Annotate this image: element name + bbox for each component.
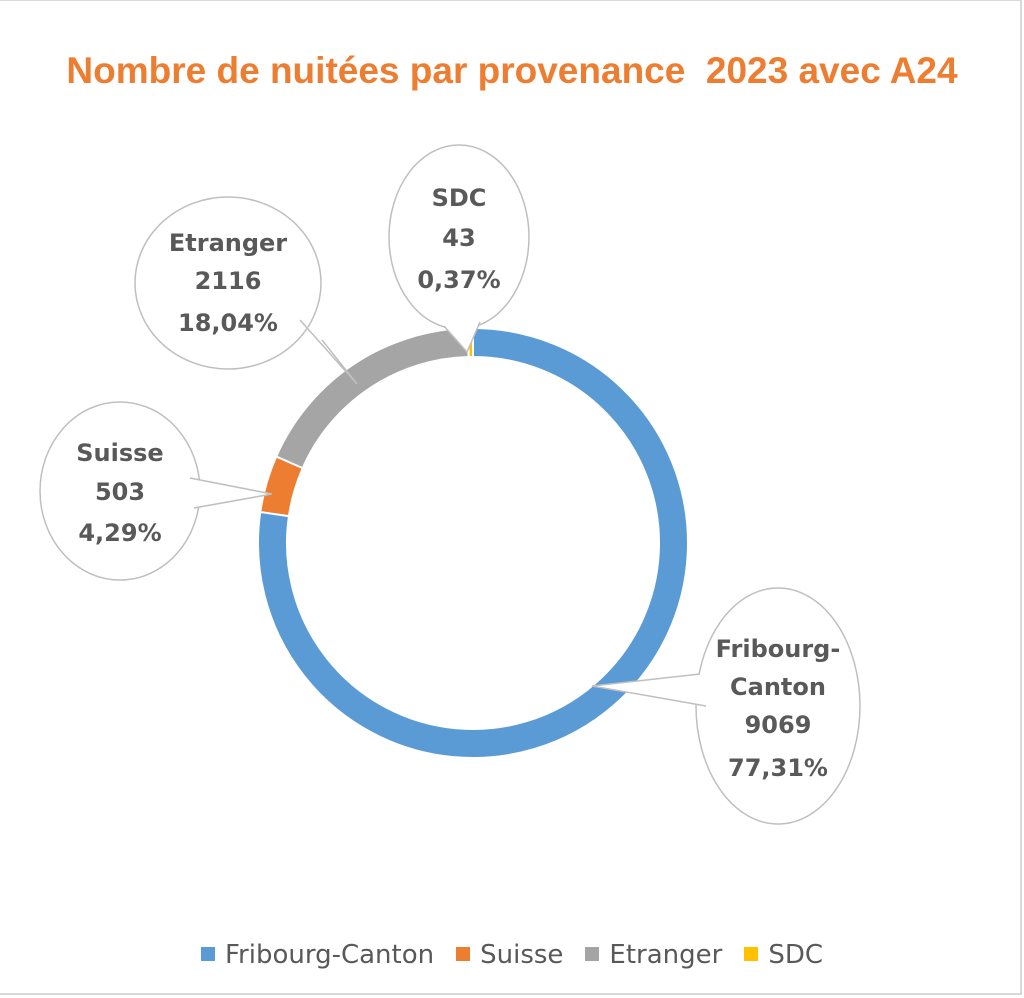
callout-bubble-etranger [134,196,322,370]
data-label-fribourg-canton-line-4: 77,31% [728,754,828,782]
data-label-suisse-line-3: 4,29% [78,519,161,547]
slice-fribourg-canton [257,326,689,759]
data-label-suisse-line-2: 503 [95,478,145,506]
legend-label-sdc: SDC [768,940,824,970]
callout-etranger: Etranger 2116 18,04% [134,196,358,385]
legend-swatch-suisse [456,947,471,961]
callout-pointer-sdc [443,321,481,354]
legend-label-etranger: Etranger [609,940,723,970]
callout-pointer-suisse [189,477,273,509]
data-label-sdc-line-1: SDC [432,184,487,212]
legend-item-suisse: Suisse [456,940,563,970]
callout-pointer-fribourg-canton [591,673,707,707]
data-label-fribourg-canton-line-1: Fribourg- [716,635,841,663]
legend-swatch-fribourg-canton [200,947,215,961]
callout-suisse: Suisse 503 4,29% [39,401,273,581]
legend-swatch-etranger [585,947,600,961]
legend-label-suisse: Suisse [480,940,564,970]
data-label-sdc-line-3: 0,37% [417,266,500,294]
legend-item-fribourg-canton: Fribourg-Canton [200,940,435,970]
data-label-fribourg-canton-line-3: 9069 [745,711,812,739]
legend-label-fribourg-canton: Fribourg-Canton [224,940,435,970]
donut-slices [257,326,689,759]
chart-title: Nombre de nuitées par provenance 2023 av… [66,50,958,91]
data-label-sdc-line-2: 43 [442,224,475,252]
data-label-suisse-line-1: Suisse [76,439,163,467]
callout-bubble-fribourg-canton [695,587,861,825]
data-label-callouts: Fribourg- Canton 9069 77,31% Suisse 503 4,29% E… [39,144,861,825]
callout-pointer-etranger [299,319,358,385]
callout-fribourg-canton: Fribourg- Canton 9069 77,31% [591,587,861,825]
legend-swatch-sdc [744,947,759,961]
callout-sdc: SDC 43 0,37% [388,144,530,354]
data-label-fribourg-canton-line-2: Canton [730,673,826,701]
legend-item-sdc: SDC [744,940,823,970]
data-label-etranger-line-1: Etranger [169,229,287,257]
data-label-etranger-line-2: 2116 [195,267,262,295]
data-label-etranger-line-3: 18,04% [178,309,278,337]
slice-etranger [274,327,470,470]
legend-item-etranger: Etranger [585,940,722,970]
legend: Fribourg-Canton Suisse Etranger SDC [0,940,1024,970]
